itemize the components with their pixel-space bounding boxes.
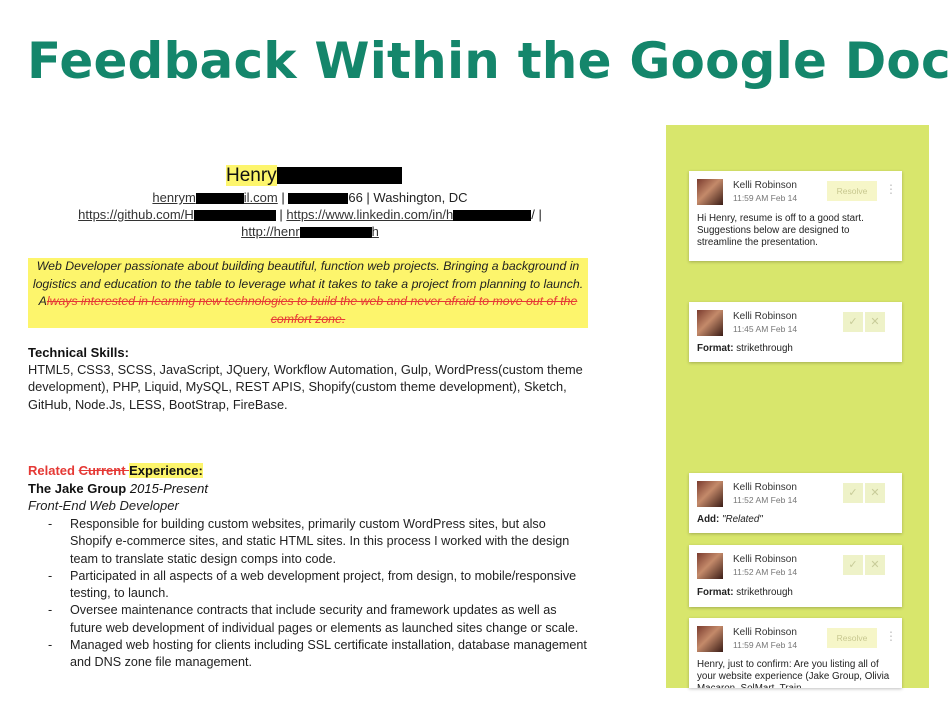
redaction-bar bbox=[193, 210, 276, 222]
avatar bbox=[697, 626, 723, 652]
comment-time: 11:45 AM Feb 14 bbox=[733, 324, 798, 334]
comment-time: 11:52 AM Feb 14 bbox=[733, 495, 798, 505]
more-vert-icon[interactable]: ⋮ bbox=[885, 629, 897, 643]
avatar bbox=[697, 310, 723, 336]
comment-text: Henry, just to confirm: Are you listing … bbox=[697, 659, 890, 688]
summary-paragraph: Web Developer passionate about building … bbox=[28, 258, 588, 328]
comment-time: 11:52 AM Feb 14 bbox=[733, 567, 798, 577]
resolve-button[interactable]: Resolve bbox=[827, 181, 877, 201]
experience-heading: Related Current Experience: bbox=[28, 463, 203, 478]
suggestion-card[interactable]: Kelli Robinson 11:45 AM Feb 14 ✓ ✕ Forma… bbox=[689, 302, 902, 362]
links-line: https://github.com/H | https://www.linke… bbox=[78, 207, 542, 222]
comment-card[interactable]: Kelli Robinson 11:59 AM Feb 14 Resolve ⋮… bbox=[689, 171, 902, 261]
experience-bullets: Responsible for building custom websites… bbox=[48, 516, 588, 672]
avatar bbox=[697, 179, 723, 205]
email-link[interactable]: henrym il.com bbox=[152, 190, 278, 205]
close-icon[interactable]: ✕ bbox=[865, 555, 885, 575]
first-name: Henry bbox=[226, 165, 277, 186]
resolve-button[interactable]: Resolve bbox=[827, 628, 877, 648]
list-item: Oversee maintenance contracts that inclu… bbox=[48, 602, 588, 637]
list-item: Participated in all aspects of a web dev… bbox=[48, 568, 588, 603]
comment-author: Kelli Robinson bbox=[733, 311, 797, 322]
contact-line: henrym il.com | 66 | Washington, DC bbox=[152, 190, 468, 205]
check-icon[interactable]: ✓ bbox=[843, 483, 863, 503]
avatar bbox=[697, 553, 723, 579]
comment-time: 11:59 AM Feb 14 bbox=[733, 193, 798, 203]
company-dates: 2015-Present bbox=[129, 481, 208, 496]
list-item: Managed web hosting for clients includin… bbox=[48, 637, 588, 672]
check-icon[interactable]: ✓ bbox=[843, 312, 863, 332]
comment-author: Kelli Robinson bbox=[733, 627, 797, 638]
redaction-bar bbox=[276, 167, 402, 185]
linkedin-link[interactable]: https://www.linkedin.com/in/h bbox=[286, 207, 532, 222]
redaction-bar bbox=[195, 193, 244, 205]
site-line: http://henr h bbox=[0, 224, 620, 239]
resume-document: Henry henrym il.com | 66 | Washington, DC… bbox=[0, 120, 665, 713]
github-link[interactable]: https://github.com/H bbox=[78, 207, 276, 222]
suggestion-card[interactable]: Kelli Robinson 11:52 AM Feb 14 ✓ ✕ Forma… bbox=[689, 545, 902, 607]
redaction-bar bbox=[288, 193, 349, 205]
more-vert-icon[interactable]: ⋮ bbox=[885, 182, 897, 196]
redaction-bar bbox=[453, 210, 532, 222]
suggested-deletion[interactable]: lways interested in learning new technol… bbox=[46, 294, 578, 326]
comments-panel: Kelli Robinson 11:59 AM Feb 14 Resolve ⋮… bbox=[666, 125, 929, 688]
suggested-deletion[interactable]: Current bbox=[78, 463, 130, 478]
slide-title: Feedback Within the Google Doc bbox=[27, 32, 948, 90]
comment-time: 11:59 AM Feb 14 bbox=[733, 640, 798, 650]
check-icon[interactable]: ✓ bbox=[843, 555, 863, 575]
avatar bbox=[697, 481, 723, 507]
close-icon[interactable]: ✕ bbox=[865, 312, 885, 332]
comment-author: Kelli Robinson bbox=[733, 180, 797, 191]
resume-name: Henry bbox=[226, 165, 402, 187]
website-link[interactable]: http://henr h bbox=[241, 224, 379, 239]
job-title: Front-End Web Developer bbox=[28, 498, 179, 513]
suggestion-detail: Add: "Related" bbox=[697, 514, 763, 525]
comment-text: Hi Henry, resume is off to a good start.… bbox=[697, 213, 864, 248]
company-line: The Jake Group 2015-Present bbox=[28, 481, 208, 496]
skills-heading: Technical Skills: bbox=[28, 345, 129, 360]
company-name: The Jake Group bbox=[28, 481, 127, 496]
comment-author: Kelli Robinson bbox=[733, 554, 797, 565]
suggested-insertion[interactable]: Related bbox=[28, 463, 79, 478]
suggestion-detail: Format: strikethrough bbox=[697, 343, 793, 354]
skills-text: HTML5, CSS3, SCSS, JavaScript, JQuery, W… bbox=[28, 362, 583, 412]
comment-card[interactable]: Kelli Robinson 11:59 AM Feb 14 Resolve ⋮… bbox=[689, 618, 902, 688]
list-item: Responsible for building custom websites… bbox=[48, 516, 588, 568]
redaction-bar bbox=[299, 227, 372, 239]
experience-label: Experience: bbox=[129, 463, 203, 478]
comment-author: Kelli Robinson bbox=[733, 482, 797, 493]
close-icon[interactable]: ✕ bbox=[865, 483, 885, 503]
suggestion-detail: Format: strikethrough bbox=[697, 587, 793, 598]
suggestion-card[interactable]: Kelli Robinson 11:52 AM Feb 14 ✓ ✕ Add: … bbox=[689, 473, 902, 533]
